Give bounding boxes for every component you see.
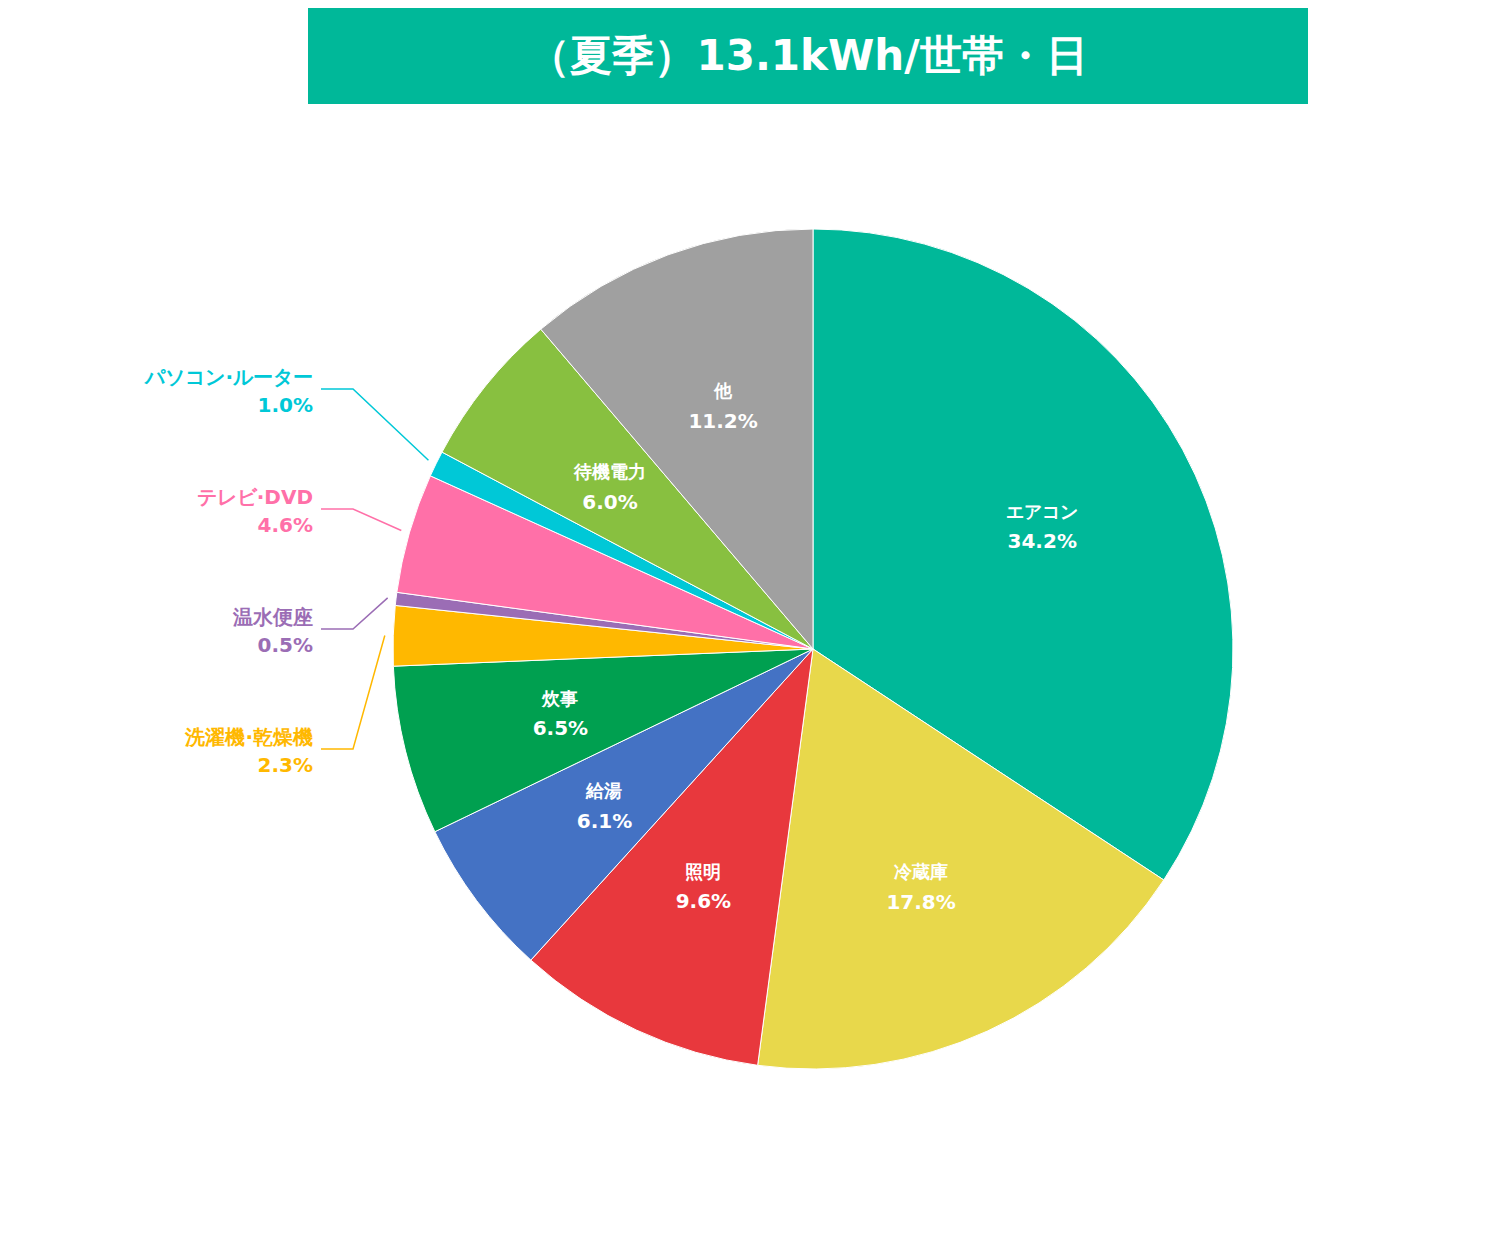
svg-text:17.8%: 17.8%	[886, 890, 955, 914]
svg-text:9.6%: 9.6%	[676, 889, 731, 913]
svg-text:1.0%: 1.0%	[258, 393, 313, 417]
svg-text:6.1%: 6.1%	[577, 809, 632, 833]
svg-text:テレビ·DVD: テレビ·DVD	[197, 485, 313, 509]
svg-text:待機電力: 待機電力	[573, 461, 646, 482]
svg-text:4.6%: 4.6%	[258, 513, 313, 537]
svg-text:照明: 照明	[685, 861, 721, 882]
svg-text:他: 他	[713, 380, 733, 401]
svg-text:6.0%: 6.0%	[582, 490, 637, 514]
svg-text:エアコン: エアコン	[1006, 501, 1078, 522]
svg-text:温水便座: 温水便座	[232, 605, 313, 629]
svg-text:冷蔵庫: 冷蔵庫	[894, 861, 948, 882]
html-text:（夏季）13.1kWh/世帯・日: （夏季）13.1kWh/世帯・日	[528, 31, 1088, 80]
svg-text:11.2%: 11.2%	[688, 409, 757, 433]
svg-text:給湯: 給湯	[585, 780, 622, 801]
svg-text:34.2%: 34.2%	[1008, 529, 1077, 553]
svg-text:炊事: 炊事	[541, 688, 578, 709]
svg-text:2.3%: 2.3%	[258, 753, 313, 777]
svg-text:6.5%: 6.5%	[533, 716, 588, 740]
svg-text:0.5%: 0.5%	[258, 633, 313, 657]
svg-text:洗濯機·乾燥機: 洗濯機·乾燥機	[184, 725, 313, 749]
svg-text:パソコン·ルーター: パソコン·ルーター	[144, 365, 313, 389]
